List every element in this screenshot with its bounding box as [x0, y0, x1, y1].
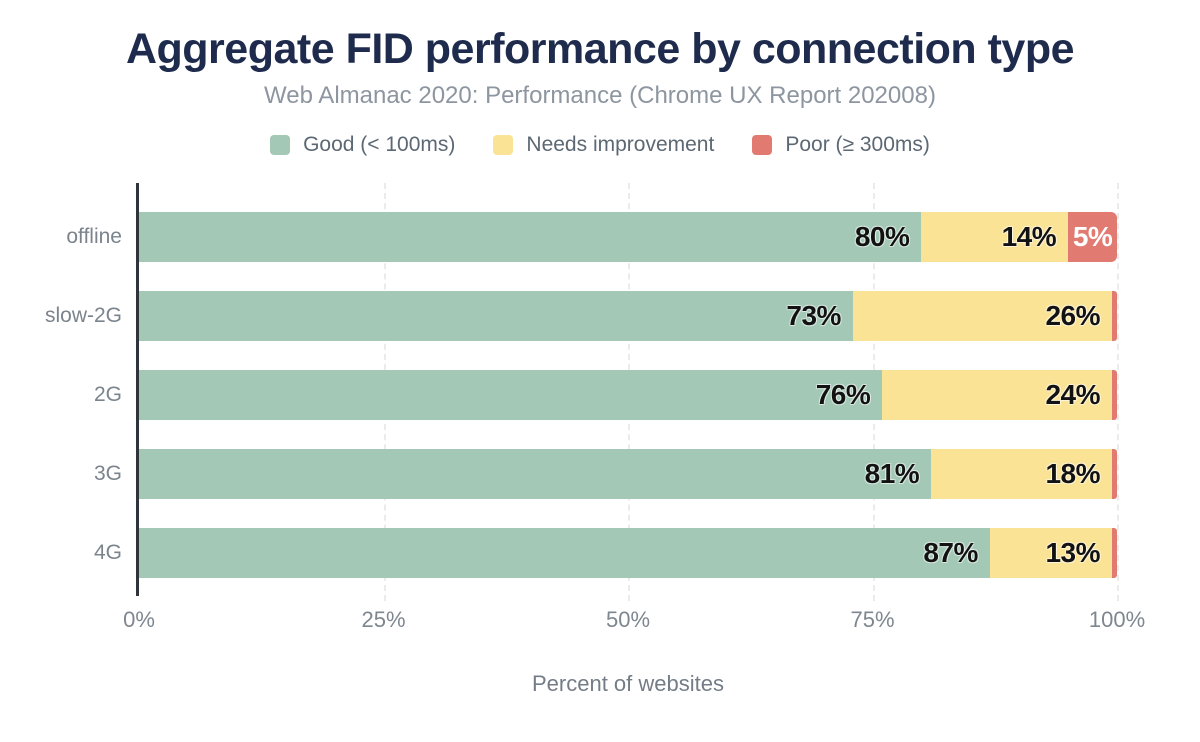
bar-segment-needs-improvement: 18% [931, 449, 1112, 500]
legend-label: Poor (≥ 300ms) [785, 133, 930, 157]
bar-value-label: 87% [923, 537, 978, 569]
legend-swatch-icon [752, 135, 773, 156]
x-axis-tick-label: 100% [1088, 607, 1146, 633]
bar-segment-good: 80% [139, 212, 922, 263]
bar-row: slow-2G 73% 26% [45, 291, 1117, 342]
bar-segment-needs-improvement: 13% [989, 528, 1112, 579]
x-axis-tick-label: 50% [605, 607, 651, 633]
bar-value-label: 73% [786, 300, 841, 332]
legend-item: Good (< 100ms) [270, 133, 455, 157]
bar-segment-good: 73% [139, 291, 853, 342]
bar-segment-good: 87% [139, 528, 990, 579]
legend-label: Good (< 100ms) [303, 133, 456, 157]
bar-row: 4G 87% 13% [94, 528, 1117, 579]
bar-segment-needs-improvement: 14% [921, 212, 1069, 263]
chart-subtitle: Web Almanac 2020: Performance (Chrome UX… [264, 82, 936, 110]
y-axis-label: 4G [93, 541, 122, 565]
chart-title: Aggregate FID performance by connection … [125, 25, 1075, 73]
bar-segment-poor [1112, 291, 1117, 342]
gridline [1117, 183, 1119, 602]
legend-item: Needs improvement [493, 133, 714, 157]
bar-segment-poor: 5% [1068, 212, 1117, 263]
x-axis-tick-label: 0% [123, 607, 155, 633]
bar-value-label: 14% [1001, 221, 1057, 253]
bar-rows: offline 80% 14% 5% slow-2G 73% 26% 2G 76% 24% 3G 81… [45, 183, 1117, 579]
legend: Good (< 100ms) Needs improvement Poor (≥ 3… [0, 133, 1200, 157]
bar-value-label: 76% [815, 379, 871, 411]
y-axis-label: 3G [93, 462, 122, 486]
bar-value-label: 80% [854, 221, 910, 253]
plot-area: offline 80% 14% 5% slow-2G 73% 26% 2G 76% 24% 3G 81… [45, 183, 1119, 602]
x-axis-tick-label: 75% [850, 607, 895, 633]
x-axis-ticks: 0% 25% 50% 75% 100% [123, 607, 1145, 634]
x-axis-title: Percent of websites [532, 671, 724, 697]
legend-swatch-icon [270, 135, 291, 156]
bar-value-label: 24% [1045, 379, 1100, 411]
legend-label: Needs improvement [526, 133, 715, 157]
bar-row: offline 80% 14% 5% [66, 212, 1117, 263]
y-axis-line [136, 183, 139, 597]
legend-swatch-icon [493, 135, 514, 156]
x-axis-tick-label: 25% [361, 607, 406, 633]
bar-value-label: 5% [1072, 221, 1113, 253]
bar-segment-good: 76% [139, 370, 883, 421]
bar-row: 2G 76% 24% [94, 370, 1117, 421]
bar-value-label: 81% [864, 458, 920, 490]
bar-segment-poor [1112, 370, 1117, 421]
bar-segment-poor [1112, 528, 1117, 579]
bar-value-label: 18% [1045, 458, 1100, 490]
bar-value-label: 26% [1045, 300, 1100, 332]
bar-segment-needs-improvement: 24% [882, 370, 1112, 421]
y-axis-label: slow-2G [44, 304, 122, 328]
bar-segment-needs-improvement: 26% [852, 291, 1112, 342]
bar-row: 3G 81% 18% [94, 449, 1117, 500]
bar-segment-good: 81% [139, 449, 932, 500]
y-axis-label: 2G [93, 383, 122, 407]
y-axis-label: offline [66, 225, 122, 249]
bar-segment-poor [1112, 449, 1117, 500]
legend-item: Poor (≥ 300ms) [752, 133, 930, 157]
bar-value-label: 13% [1045, 537, 1100, 569]
